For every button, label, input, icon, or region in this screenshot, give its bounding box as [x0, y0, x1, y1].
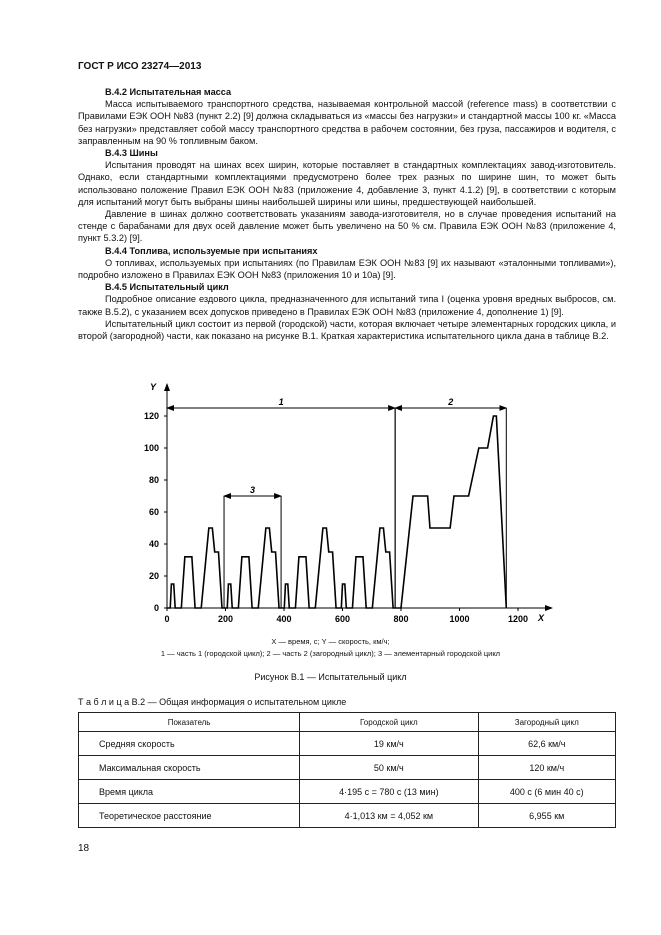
page-number: 18 [78, 843, 90, 854]
x-tick-label: 0 [164, 614, 169, 624]
section-heading: В.4.4 Топлива, используемые при испытани… [105, 245, 318, 256]
chart: X Y 0 200 400 600 800 1000 1200 0 20 40 60 80 100 120 1 2… [144, 382, 553, 624]
paragraph: О топливах, используемых при испытаниях … [78, 257, 616, 281]
figure-caption: Рисунок В.1 — Испытательный цикл [254, 672, 407, 682]
table-cell: 4·195 с = 780 с (13 мин) [299, 779, 479, 804]
x-axis-label: X [537, 613, 545, 623]
column-header: Городской цикл [299, 712, 479, 732]
annotation-label: 3 [250, 485, 255, 495]
table-cell: 400 с (6 мин 40 с) [477, 779, 616, 804]
table-cell: Время цикла [77, 779, 301, 804]
y-tick-label: 20 [149, 571, 159, 581]
annotation-label: 1 [279, 397, 284, 407]
section-heading: В.4.5 Испытательный цикл [105, 282, 229, 293]
x-tick-label: 200 [218, 614, 233, 624]
speed-line [167, 415, 508, 609]
x-tick-label: 1000 [449, 614, 469, 624]
y-tick-label: 80 [149, 475, 159, 485]
table-row: Максимальная скорость 50 км/ч 120 км/ч [77, 755, 616, 780]
y-axis-label: Y [150, 382, 157, 392]
x-tick-label: 600 [335, 614, 350, 624]
y-tick-label: 120 [144, 411, 159, 421]
table-cell: 62,6 км/ч [477, 731, 616, 756]
body-text: В.4.2 Испытательная масса Масса испытывае… [78, 86, 616, 342]
paragraph: Испытания проводят на шинах всех ширин, … [78, 160, 616, 207]
table-cell: Теоретическое расстояние [77, 803, 301, 828]
y-tick-label: 0 [154, 603, 159, 613]
table-cell: 120 км/ч [477, 755, 616, 780]
annotation-label: 2 [447, 397, 453, 407]
x-tick-label: 1200 [508, 614, 528, 624]
table-title: Т а б л и ц а В.2 — Общая информация о и… [78, 697, 347, 707]
table-cell: 50 км/ч [299, 755, 479, 780]
column-header: Показатель [77, 712, 301, 732]
x-tick-label: 400 [276, 614, 291, 624]
paragraph: Масса испытываемого транспортного средст… [78, 99, 616, 146]
paragraph: Испытательный цикл состоит из первой (го… [78, 318, 616, 342]
table-cell: Средняя скорость [77, 731, 301, 756]
column-header: Загородный цикл [477, 712, 616, 732]
paragraph: Подробное описание ездового цикла, предн… [78, 294, 616, 317]
table-cell: Максимальная скорость [77, 755, 301, 780]
legend-line: 1 — часть 1 (городской цикл); 2 — часть … [160, 649, 501, 658]
section-heading: В.4.2 Испытательная масса [105, 87, 232, 97]
y-tick-label: 40 [149, 539, 159, 549]
section-heading: В.4.3 Шины [105, 148, 158, 159]
legend-line: X — время, с; Y — скорость, км/ч; [271, 637, 390, 646]
x-tick-label: 800 [393, 614, 408, 624]
table-cell: 4·1,013 км = 4,052 км [299, 803, 479, 828]
table-row: Время цикла 4·195 с = 780 с (13 мин) 400 с… [77, 779, 616, 804]
paragraph: Давление в шинах должно соответствовать … [78, 209, 616, 244]
table: Показатель Городской цикл Загородный цикл С… [77, 712, 616, 828]
table-row: Теоретическое расстояние 4·1,013 км = 4,0… [77, 803, 616, 828]
table-row: Средняя скорость 19 км/ч 62,6 км/ч [77, 731, 616, 756]
y-tick-label: 100 [144, 443, 159, 453]
table-cell: 6,955 км [477, 803, 616, 828]
table-cell: 19 км/ч [299, 731, 479, 756]
header-title: ГОСТ Р ИСО 23274—2013 [78, 61, 202, 72]
y-tick-label: 60 [149, 507, 159, 517]
